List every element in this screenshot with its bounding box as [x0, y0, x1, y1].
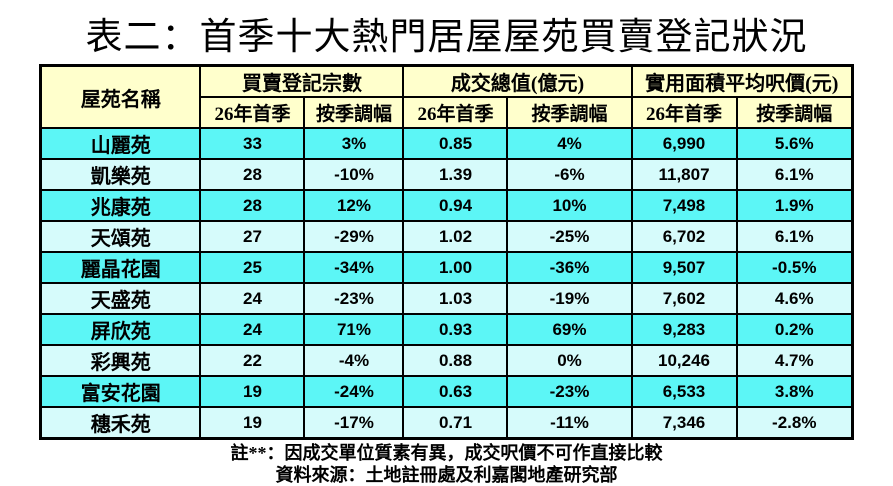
cell-value-change: 4% — [506, 127, 633, 160]
cell-psf-change: -0.5% — [735, 251, 854, 284]
cell-psf-change: -2.8% — [735, 406, 854, 440]
subheader-psf-quarter: 26年首季 — [630, 96, 738, 129]
table-row: 山麗苑 33 3% 0.85 4% 6,990 5.6% — [39, 127, 854, 160]
cell-estate: 彩興苑 — [39, 344, 202, 377]
cell-estate: 凱樂苑 — [39, 158, 202, 191]
cell-psf: 11,807 — [630, 158, 738, 191]
cell-psf-change: 3.8% — [735, 375, 854, 408]
table-row: 麗晶花園 25 -34% 1.00 -36% 9,507 -0.5% — [39, 251, 854, 284]
cell-estate: 富安花園 — [39, 375, 202, 408]
cell-value-change: -6% — [506, 158, 633, 191]
cell-reg-count: 33 — [199, 127, 306, 160]
subheader-value-change: 按季調幅 — [506, 96, 633, 129]
cell-psf: 6,533 — [630, 375, 738, 408]
cell-psf-change: 0.2% — [735, 313, 854, 346]
cell-reg-count: 22 — [199, 344, 306, 377]
page-title: 表二：首季十大熱門居屋屋苑買賣登記狀況 — [85, 17, 808, 58]
cell-reg-count: 19 — [199, 375, 306, 408]
cell-estate: 屏欣苑 — [39, 313, 202, 346]
cell-reg-count: 24 — [199, 313, 306, 346]
cell-reg-count: 28 — [199, 158, 306, 191]
cell-psf: 7,602 — [630, 282, 738, 315]
cell-value-change: 10% — [506, 189, 633, 222]
cell-estate: 兆康苑 — [39, 189, 202, 222]
cell-psf-change: 4.6% — [735, 282, 854, 315]
cell-value: 1.00 — [402, 251, 509, 284]
cell-value-change: -23% — [506, 375, 633, 408]
subheader-psf-change: 按季調幅 — [735, 96, 854, 129]
table-header: 屋苑名稱 買賣登記宗數 成交總值(億元) 實用面積平均呎價(元) 26年首季 按… — [39, 64, 854, 129]
cell-reg-change: -34% — [303, 251, 405, 284]
cell-estate: 天頌苑 — [39, 220, 202, 253]
cell-reg-count: 28 — [199, 189, 306, 222]
cell-reg-count: 19 — [199, 406, 306, 440]
note-line1: 註**：因成交單位質素有異，成交呎價不可作直接比較 — [230, 443, 663, 463]
subheader-reg-quarter: 26年首季 — [199, 96, 306, 129]
cell-estate: 天盛苑 — [39, 282, 202, 315]
cell-reg-count: 24 — [199, 282, 306, 315]
cell-psf-change: 6.1% — [735, 158, 854, 191]
cell-psf-change: 4.7% — [735, 344, 854, 377]
cell-psf: 6,702 — [630, 220, 738, 253]
cell-psf: 10,246 — [630, 344, 738, 377]
cell-reg-change: 12% — [303, 189, 405, 222]
cell-estate: 山麗苑 — [39, 127, 202, 160]
header-group-psf-price: 實用面積平均呎價(元) — [630, 64, 854, 98]
table-row: 屏欣苑 24 71% 0.93 69% 9,283 0.2% — [39, 313, 854, 346]
cell-value: 1.02 — [402, 220, 509, 253]
cell-value: 0.85 — [402, 127, 509, 160]
cell-value: 1.39 — [402, 158, 509, 191]
table-row: 富安花園 19 -24% 0.63 -23% 6,533 3.8% — [39, 375, 854, 408]
cell-reg-change: -10% — [303, 158, 405, 191]
cell-reg-count: 25 — [199, 251, 306, 284]
cell-psf-change: 6.1% — [735, 220, 854, 253]
cell-reg-change: -17% — [303, 406, 405, 440]
cell-psf-change: 1.9% — [735, 189, 854, 222]
cell-psf: 7,498 — [630, 189, 738, 222]
table-row: 凱樂苑 28 -10% 1.39 -6% 11,807 6.1% — [39, 158, 854, 191]
cell-reg-change: -24% — [303, 375, 405, 408]
table-row: 天頌苑 27 -29% 1.02 -25% 6,702 6.1% — [39, 220, 854, 253]
cell-reg-count: 27 — [199, 220, 306, 253]
header-group-registrations: 買賣登記宗數 — [199, 64, 405, 98]
estate-sales-table: 屋苑名稱 買賣登記宗數 成交總值(億元) 實用面積平均呎價(元) 26年首季 按… — [38, 64, 855, 440]
cell-reg-change: -4% — [303, 344, 405, 377]
note-line2: 資料來源：土地註冊處及利嘉閣地產研究部 — [275, 465, 618, 485]
cell-reg-change: -23% — [303, 282, 405, 315]
cell-value-change: -19% — [506, 282, 633, 315]
subheader-reg-change: 按季調幅 — [303, 96, 405, 129]
cell-psf: 7,346 — [630, 406, 738, 440]
cell-psf-change: 5.6% — [735, 127, 854, 160]
table-row: 穗禾苑 19 -17% 0.71 -11% 7,346 -2.8% — [39, 406, 854, 440]
cell-reg-change: 71% — [303, 313, 405, 346]
table-body: 山麗苑 33 3% 0.85 4% 6,990 5.6% 凱樂苑 28 -10%… — [39, 127, 854, 440]
table-row: 天盛苑 24 -23% 1.03 -19% 7,602 4.6% — [39, 282, 854, 315]
cell-estate: 麗晶花園 — [39, 251, 202, 284]
cell-value-change: 69% — [506, 313, 633, 346]
cell-value-change: 0% — [506, 344, 633, 377]
cell-value-change: -25% — [506, 220, 633, 253]
header-group-total-value: 成交總值(億元) — [402, 64, 633, 98]
cell-reg-change: -29% — [303, 220, 405, 253]
cell-psf: 9,283 — [630, 313, 738, 346]
cell-value-change: -36% — [506, 251, 633, 284]
cell-value: 0.71 — [402, 406, 509, 440]
cell-value: 0.94 — [402, 189, 509, 222]
cell-psf: 6,990 — [630, 127, 738, 160]
table-row: 兆康苑 28 12% 0.94 10% 7,498 1.9% — [39, 189, 854, 222]
cell-reg-change: 3% — [303, 127, 405, 160]
cell-value: 1.03 — [402, 282, 509, 315]
cell-value: 0.93 — [402, 313, 509, 346]
cell-value: 0.63 — [402, 375, 509, 408]
cell-estate: 穗禾苑 — [39, 406, 202, 440]
table-row: 彩興苑 22 -4% 0.88 0% 10,246 4.7% — [39, 344, 854, 377]
cell-psf: 9,507 — [630, 251, 738, 284]
subheader-value-quarter: 26年首季 — [402, 96, 509, 129]
cell-value: 0.88 — [402, 344, 509, 377]
cell-value-change: -11% — [506, 406, 633, 440]
header-estate-name: 屋苑名稱 — [39, 64, 202, 129]
